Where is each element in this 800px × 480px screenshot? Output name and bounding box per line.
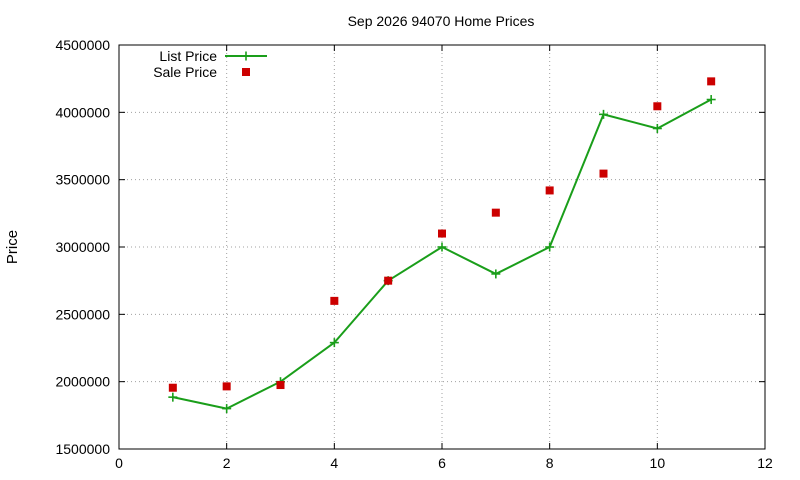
sale-price-point — [438, 229, 446, 238]
sale-price-point — [384, 276, 393, 285]
sale-price-point — [276, 381, 285, 390]
axis-ticks: 0 2 4 6 8 10 12 1500000 2000000 2500000 3000000 350… — [55, 37, 773, 471]
series — [168, 77, 716, 414]
list-price-point — [329, 338, 339, 348]
list-price-point — [599, 109, 608, 119]
y-tick-label: 1500000 — [55, 441, 110, 457]
list-price-point — [491, 269, 501, 279]
legend-marker — [242, 68, 250, 76]
legend-label: List Price — [159, 48, 217, 64]
y-tick-label: 4500000 — [55, 37, 110, 53]
list-price-point — [545, 242, 555, 252]
y-axis-label: Price — [4, 230, 21, 264]
x-tick-label: 10 — [650, 455, 666, 471]
x-tick-label: 0 — [115, 455, 123, 471]
x-tick-label: 4 — [330, 455, 338, 471]
series-1 — [168, 77, 716, 392]
list-price-point — [222, 404, 232, 414]
sale-price-point — [222, 382, 231, 391]
y-tick-label: 2000000 — [55, 374, 110, 390]
chart-title: Sep 2026 94070 Home Prices — [348, 13, 535, 29]
list-price-point — [706, 95, 716, 105]
sale-price-point — [491, 208, 500, 217]
sale-price-point — [653, 102, 662, 111]
list-price-point — [168, 392, 178, 402]
sale-price-point — [599, 169, 608, 178]
sale-price-point — [707, 77, 716, 86]
x-tick-label: 12 — [757, 455, 773, 471]
grid — [119, 45, 765, 449]
y-tick-label: 4000000 — [55, 104, 110, 120]
y-tick-label: 2500000 — [55, 306, 110, 322]
x-tick-label: 8 — [546, 455, 554, 471]
y-tick-label: 3500000 — [55, 172, 110, 188]
sale-price-point — [330, 296, 339, 305]
x-tick-label: 6 — [438, 455, 446, 471]
legend-label: Sale Price — [153, 64, 217, 80]
y-tick-label: 3000000 — [55, 239, 110, 255]
x-tick-label: 2 — [223, 455, 231, 471]
list-price-point — [652, 123, 662, 133]
sale-price-point — [545, 186, 554, 195]
list-price-point — [437, 242, 447, 252]
legend-marker — [241, 51, 251, 61]
sale-price-point — [168, 383, 177, 392]
